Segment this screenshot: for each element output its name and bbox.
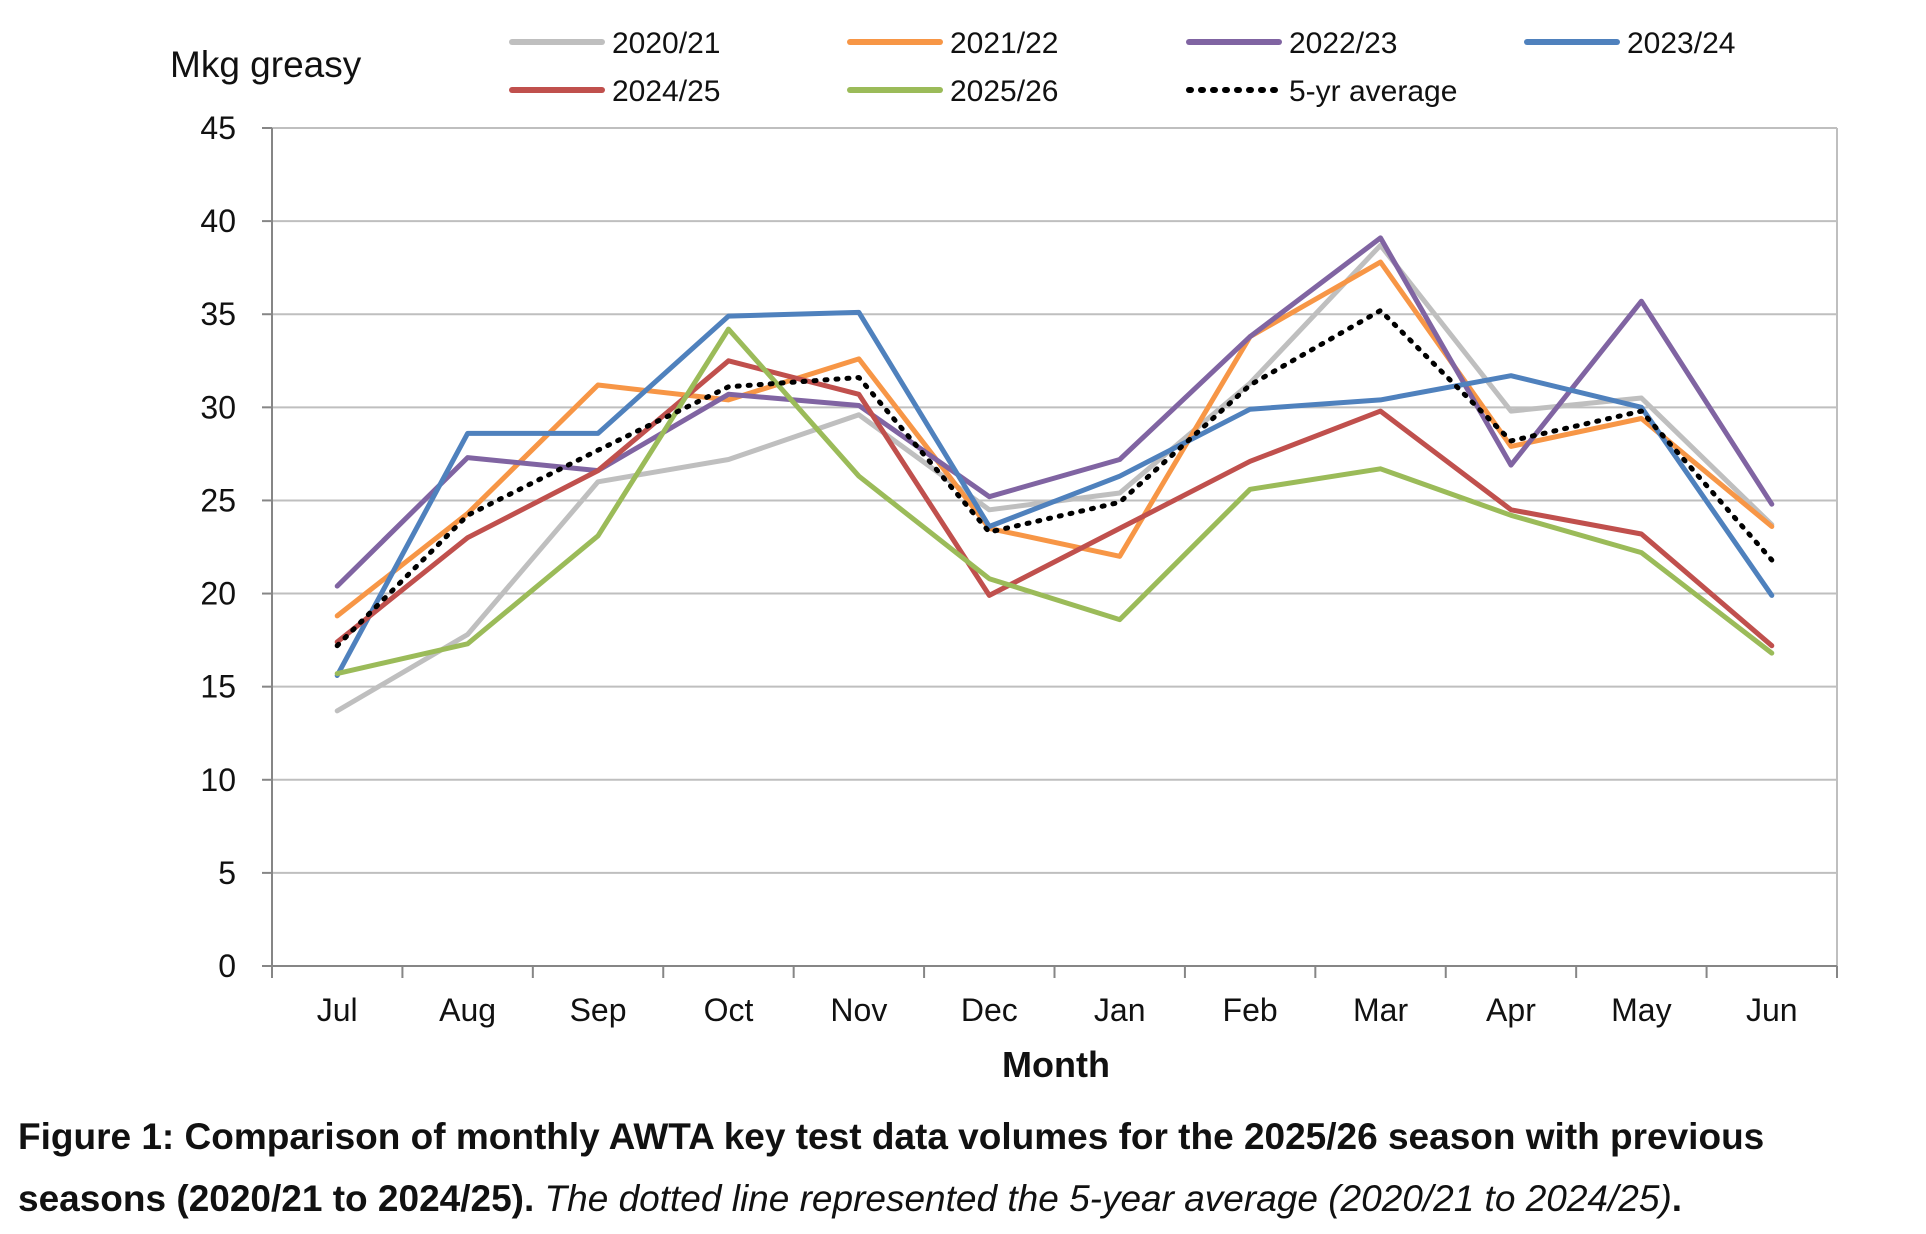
y-tick-label: 30 bbox=[200, 389, 236, 425]
legend-label: 2025/26 bbox=[950, 75, 1058, 108]
x-tick-label: Dec bbox=[961, 992, 1018, 1028]
legend-label: 2021/22 bbox=[950, 27, 1058, 60]
y-tick-labels: 0 5 10 15 20 25 30 35 40 45 bbox=[200, 110, 236, 984]
legend-label: 5-yr average bbox=[1289, 75, 1457, 108]
y-tick-label: 45 bbox=[200, 110, 236, 146]
y-axis-label: Mkg greasy bbox=[170, 44, 362, 85]
x-tick-label: Aug bbox=[439, 992, 496, 1028]
series-line-2023-24 bbox=[334, 309, 1775, 678]
x-tick-label: Mar bbox=[1353, 992, 1408, 1028]
legend-label: 2024/25 bbox=[612, 75, 720, 108]
figure-caption: Figure 1: Comparison of monthly AWTA key… bbox=[18, 1106, 1918, 1230]
series-lines bbox=[334, 235, 1775, 714]
series-line-2025-26 bbox=[334, 326, 1775, 677]
x-tick-label: Feb bbox=[1223, 992, 1278, 1028]
axes bbox=[262, 127, 1838, 978]
x-tick-label: Apr bbox=[1486, 992, 1536, 1028]
x-tick-label: Nov bbox=[830, 992, 887, 1028]
caption-note: The dotted line represented the 5-year a… bbox=[544, 1178, 1672, 1219]
series-line-5-yr-average bbox=[334, 308, 1775, 649]
y-tick-label: 0 bbox=[218, 948, 236, 984]
legend: 2020/21 2021/22 2022/23 2023/24 2024/25 2025/… bbox=[509, 27, 1735, 108]
y-tick-label: 10 bbox=[200, 762, 236, 798]
y-tick-label: 35 bbox=[200, 296, 236, 332]
legend-label: 2022/23 bbox=[1289, 27, 1397, 60]
x-tick-label: May bbox=[1611, 992, 1671, 1028]
x-tick-label: Sep bbox=[570, 992, 627, 1028]
gridlines bbox=[272, 127, 1838, 966]
x-tick-label: Jun bbox=[1746, 992, 1798, 1028]
y-tick-label: 15 bbox=[200, 669, 236, 705]
legend-label: 2020/21 bbox=[612, 27, 720, 60]
line-chart: 0 5 10 15 20 25 30 35 40 45 Jul Aug Sep Oct Nov Dec Jan… bbox=[170, 27, 1838, 1085]
y-tick-label: 5 bbox=[218, 855, 236, 891]
series-line-2024-25 bbox=[334, 358, 1775, 649]
y-tick-label: 20 bbox=[200, 576, 236, 612]
y-tick-label: 25 bbox=[200, 482, 236, 518]
legend-label: 2023/24 bbox=[1627, 27, 1735, 60]
caption-title: Figure 1: Comparison of monthly AWTA key… bbox=[18, 1116, 1765, 1219]
x-tick-labels: Jul Aug Sep Oct Nov Dec Jan Feb Mar Apr May Jun bbox=[317, 992, 1798, 1028]
y-tick-label: 40 bbox=[200, 203, 236, 239]
x-axis-title: Month bbox=[1002, 1044, 1110, 1085]
x-tick-label: Oct bbox=[704, 992, 754, 1028]
x-tick-label: Jul bbox=[317, 992, 358, 1028]
caption-end: . bbox=[1671, 1178, 1683, 1219]
x-tick-label: Jan bbox=[1094, 992, 1146, 1028]
